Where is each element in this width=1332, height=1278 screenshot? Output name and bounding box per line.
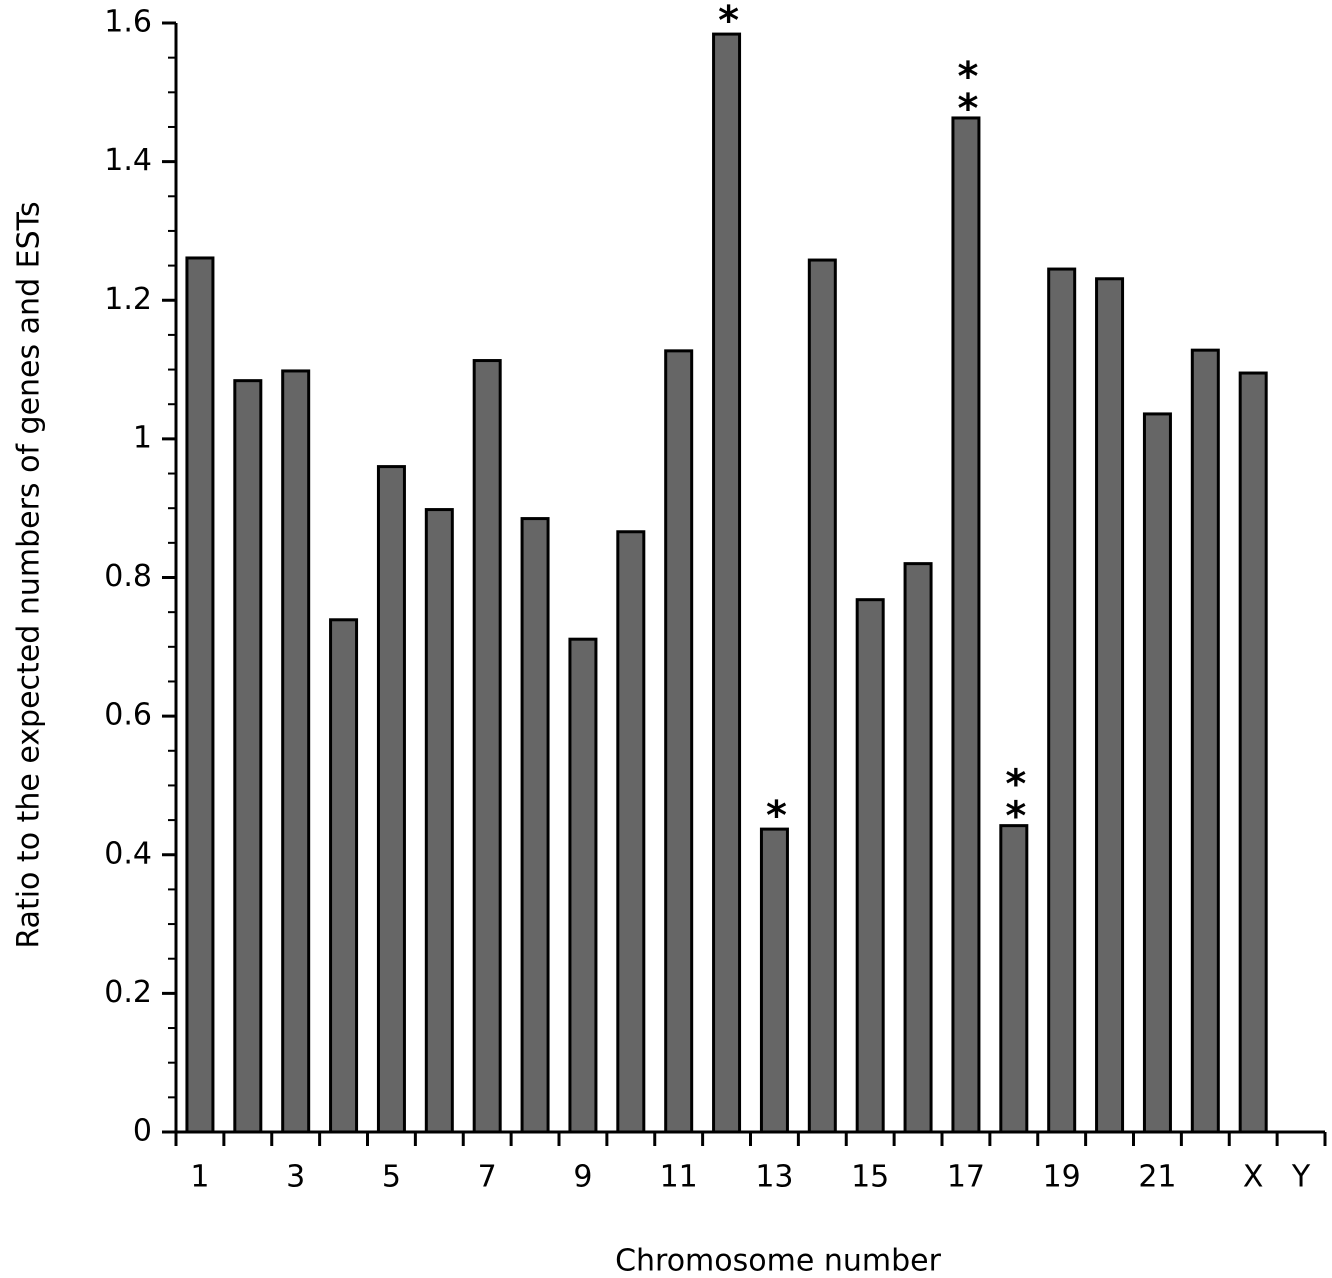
bar — [951, 116, 981, 1134]
x-tick-label: X — [1243, 1160, 1264, 1195]
x-tick-label: 13 — [755, 1160, 793, 1195]
bar — [1238, 371, 1268, 1134]
x-tick-label: 5 — [382, 1160, 401, 1195]
bar — [329, 618, 359, 1134]
y-tick-label: 1.6 — [104, 5, 152, 40]
bar — [568, 637, 598, 1134]
x-tick-label: 15 — [851, 1160, 889, 1195]
bar — [281, 369, 311, 1134]
bar — [376, 465, 406, 1134]
bar — [999, 824, 1029, 1134]
annotation: ** — [993, 762, 1039, 826]
x-tick-label: 17 — [947, 1160, 985, 1195]
x-tick-label: Y — [1291, 1160, 1311, 1195]
bar — [616, 530, 646, 1134]
bar — [807, 258, 837, 1134]
y-axis-label: Ratio to the expected numbers of genes a… — [12, 201, 47, 948]
bar — [903, 562, 933, 1134]
y-tick-label: 0 — [133, 1114, 152, 1149]
x-tick-label: 11 — [660, 1160, 698, 1195]
x-tick-label: 21 — [1138, 1160, 1176, 1195]
bar — [472, 359, 502, 1134]
y-tick-label: 0.2 — [104, 975, 152, 1010]
bar — [1142, 412, 1172, 1134]
x-tick-label: 1 — [190, 1160, 209, 1195]
bar — [1095, 277, 1125, 1134]
annotation: * — [753, 793, 799, 825]
y-tick-label: 0.4 — [104, 836, 152, 871]
annotation: * — [706, 0, 752, 30]
x-tick-label: 9 — [573, 1160, 592, 1195]
y-tick-label: 1.2 — [104, 282, 152, 317]
x-tick-label: 3 — [286, 1160, 305, 1195]
bar — [520, 517, 550, 1134]
y-tick-label: 0.8 — [104, 559, 152, 594]
x-tick-label: 7 — [478, 1160, 497, 1195]
y-tick-label: 1.4 — [104, 143, 152, 178]
bar — [233, 379, 263, 1134]
bar — [712, 32, 742, 1134]
bar — [759, 827, 789, 1134]
x-axis-label: Chromosome number — [615, 1244, 942, 1278]
y-tick-label: 0.6 — [104, 698, 152, 733]
bar — [1190, 348, 1220, 1134]
y-tick-label: 1 — [133, 420, 152, 455]
x-tick-label: 19 — [1043, 1160, 1081, 1195]
bar — [855, 598, 885, 1134]
annotation: ** — [945, 54, 991, 118]
bar — [424, 508, 454, 1134]
bar — [185, 256, 215, 1134]
bar — [664, 349, 694, 1134]
bar — [1047, 267, 1077, 1134]
